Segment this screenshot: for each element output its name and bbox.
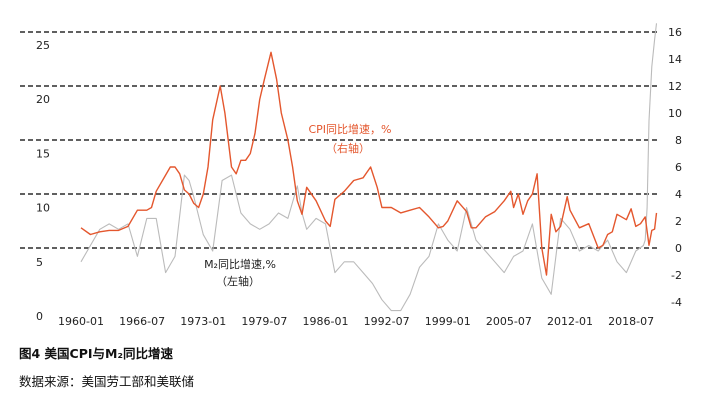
left-axis-tick-label: 15	[36, 147, 50, 160]
left-axis-ticks: 0 5 10 15 20 25	[36, 39, 50, 323]
m2-series-line	[80, 23, 658, 312]
x-axis-tick-label: 1979-07	[241, 315, 287, 328]
x-axis-tick-label: 1992-07	[364, 315, 410, 328]
x-axis-tick-label: 1986-01	[303, 315, 349, 328]
cpi-annotation: CPI同比增速，% （右轴）	[308, 122, 391, 155]
left-axis-tick-label: 0	[36, 310, 43, 323]
m2-axis-note: （左轴）	[216, 274, 260, 288]
figure-title: 图4 美国CPI与M₂同比增速	[19, 346, 173, 361]
x-axis-tick-label: 2012-01	[547, 315, 593, 328]
right-axis-ticks: -4 -2 0 2 4 6 8 10 12 14 16	[668, 26, 682, 309]
x-axis-tick-label: 1999-01	[425, 315, 471, 328]
cpi-series-label: CPI同比增速，%	[308, 122, 391, 136]
left-axis-tick-label: 5	[36, 256, 43, 269]
cpi-axis-note: （右轴）	[326, 141, 370, 155]
m2-series-label: M₂同比增速,%	[204, 257, 276, 271]
figure-source: 数据来源：美国劳工部和美联储	[19, 374, 195, 389]
x-axis-ticks: 1960-01 1966-07 1973-01 1979-07 1986-01 1992-…	[58, 315, 654, 328]
right-axis-tick-label: -2	[671, 269, 682, 282]
right-axis-tick-label: 12	[668, 80, 682, 93]
x-axis-tick-label: 1960-01	[58, 315, 104, 328]
left-axis-tick-label: 25	[36, 39, 50, 52]
left-axis-tick-label: 20	[36, 93, 50, 106]
right-axis-tick-label: 10	[668, 107, 682, 120]
left-axis-tick-label: 10	[36, 202, 50, 215]
gridlines	[20, 31, 657, 249]
m2-annotation: M₂同比增速,% （左轴）	[204, 257, 276, 288]
x-axis-tick-label: 2018-07	[608, 315, 654, 328]
right-axis-tick-label: 14	[668, 53, 682, 66]
cpi-series-line	[80, 51, 658, 276]
x-axis-tick-label: 1973-01	[180, 315, 226, 328]
right-axis-tick-label: 2	[675, 215, 682, 228]
right-axis-tick-label: -4	[671, 296, 682, 309]
right-axis-tick-label: 8	[675, 134, 682, 147]
right-axis-tick-label: 16	[668, 26, 682, 39]
x-axis-tick-label: 1966-07	[119, 315, 165, 328]
series-lines	[80, 23, 658, 312]
right-axis-tick-label: 6	[675, 161, 682, 174]
x-axis-tick-label: 2005-07	[486, 315, 532, 328]
right-axis-tick-label: 4	[675, 188, 682, 201]
right-axis-tick-label: 0	[675, 242, 682, 255]
